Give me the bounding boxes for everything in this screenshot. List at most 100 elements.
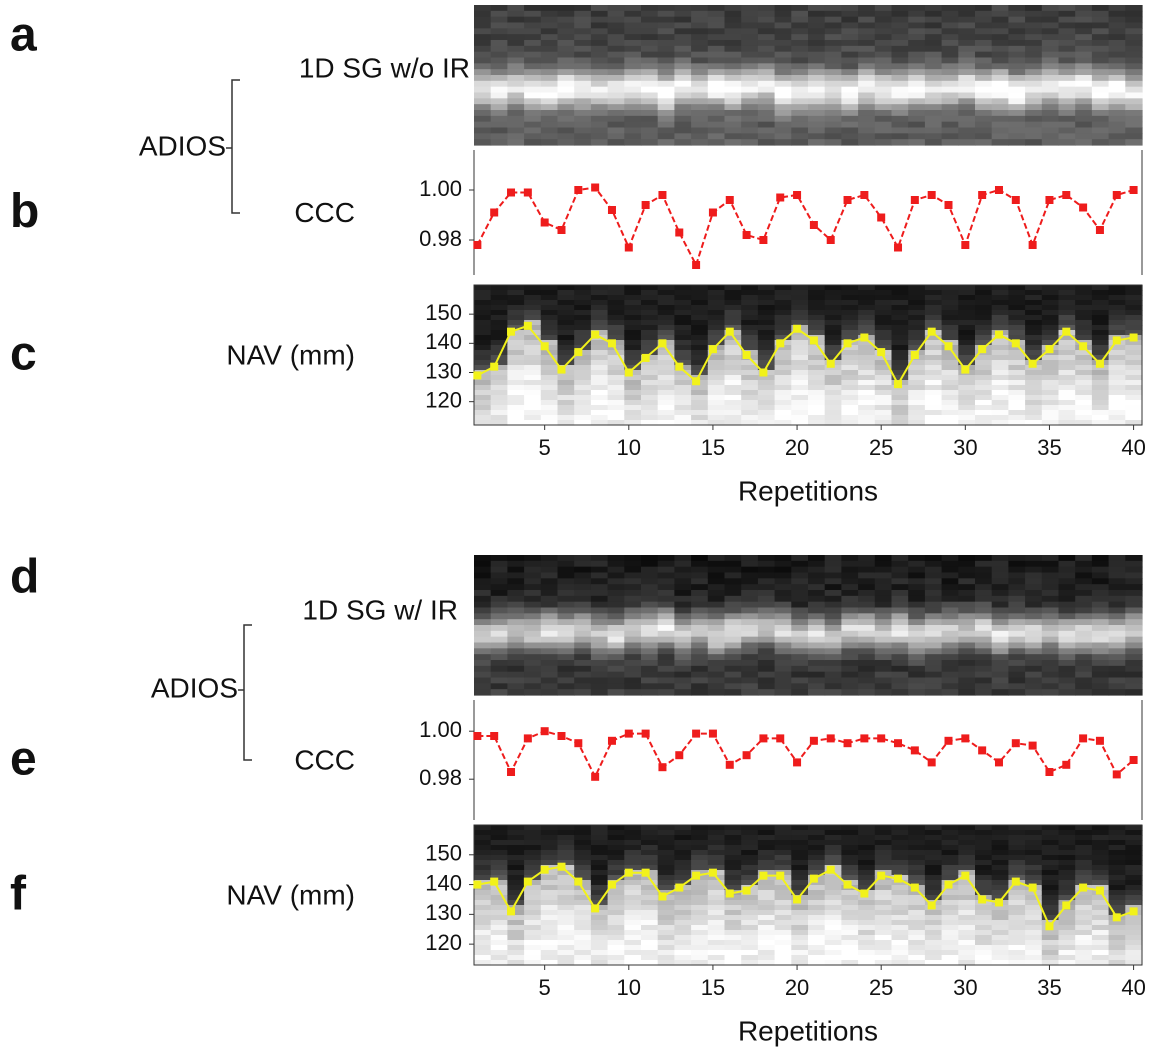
image-cell xyxy=(1025,940,1042,946)
image-cell xyxy=(875,955,892,961)
image-cell xyxy=(825,315,842,321)
image-cell xyxy=(558,840,575,846)
image-cell xyxy=(1092,375,1109,381)
image-cell xyxy=(524,608,541,614)
image-cell xyxy=(1109,672,1126,678)
image-cell xyxy=(875,855,892,861)
image-cell xyxy=(1125,578,1142,584)
image-cell xyxy=(958,410,975,416)
image-cell xyxy=(1125,320,1142,326)
image-cell xyxy=(775,584,792,590)
image-cell xyxy=(507,315,524,321)
x-axis-label: Repetitions xyxy=(738,475,878,506)
image-cell xyxy=(491,375,508,381)
image-cell xyxy=(691,660,708,666)
image-cell xyxy=(791,360,808,366)
marker xyxy=(709,345,717,353)
image-cell xyxy=(725,385,742,391)
image-cell xyxy=(958,87,975,93)
image-cell xyxy=(875,619,892,625)
marker xyxy=(1012,739,1020,747)
marker xyxy=(1130,907,1138,915)
image-cell xyxy=(808,128,825,134)
image-cell xyxy=(608,285,625,291)
marker xyxy=(490,732,498,740)
image-cell xyxy=(1092,69,1109,75)
image-cell xyxy=(791,11,808,17)
image-cell xyxy=(1059,678,1076,684)
image-cell xyxy=(574,845,591,851)
image-cell xyxy=(892,40,909,46)
image-cell xyxy=(841,935,858,941)
image-cell xyxy=(1025,11,1042,17)
image-cell xyxy=(958,17,975,23)
image-cell xyxy=(908,935,925,941)
image-cell xyxy=(674,290,691,296)
image-cell xyxy=(758,5,775,11)
image-cell xyxy=(1075,590,1092,596)
image-cell xyxy=(892,405,909,411)
image-cell xyxy=(875,139,892,145)
image-cell xyxy=(908,940,925,946)
image-cell xyxy=(741,133,758,139)
image-cell xyxy=(1008,850,1025,856)
image-cell xyxy=(1025,678,1042,684)
image-cell xyxy=(641,295,658,301)
image-cell xyxy=(608,93,625,99)
image-cell xyxy=(825,825,842,831)
image-cell xyxy=(608,300,625,306)
image-cell xyxy=(541,584,558,590)
image-cell xyxy=(491,643,508,649)
image-cell xyxy=(1092,905,1109,911)
marker xyxy=(625,730,633,738)
image-cell xyxy=(741,52,758,58)
image-cell xyxy=(558,825,575,831)
image-cell xyxy=(1075,325,1092,331)
image-cell xyxy=(808,860,825,866)
image-cell xyxy=(741,678,758,684)
image-cell xyxy=(791,380,808,386)
image-cell xyxy=(608,555,625,561)
image-cell xyxy=(541,683,558,689)
image-cell xyxy=(658,405,675,411)
image-cell xyxy=(524,613,541,619)
image-cell xyxy=(975,608,992,614)
image-cell xyxy=(574,52,591,58)
image-cell xyxy=(608,110,625,116)
image-cell xyxy=(908,855,925,861)
image-cell xyxy=(708,648,725,654)
image-cell xyxy=(791,915,808,921)
image-cell xyxy=(558,895,575,901)
image-cell xyxy=(674,608,691,614)
image-cell xyxy=(841,835,858,841)
image-cell xyxy=(658,98,675,104)
image-cell xyxy=(608,654,625,660)
image-cell xyxy=(725,835,742,841)
image-cell xyxy=(1125,40,1142,46)
image-cell xyxy=(825,58,842,64)
image-cell xyxy=(975,910,992,916)
image-cell xyxy=(758,910,775,916)
image-cell xyxy=(608,395,625,401)
image-cell xyxy=(574,955,591,961)
image-cell xyxy=(1042,385,1059,391)
image-cell xyxy=(1025,825,1042,831)
image-cell xyxy=(942,955,959,961)
image-cell xyxy=(624,410,641,416)
image-cell xyxy=(1008,23,1025,29)
image-cell xyxy=(958,940,975,946)
image-cell xyxy=(992,925,1009,931)
image-cell xyxy=(591,880,608,886)
image-cell xyxy=(624,52,641,58)
image-cell xyxy=(708,300,725,306)
image-cell xyxy=(474,415,491,421)
image-cell xyxy=(558,555,575,561)
image-cell xyxy=(558,290,575,296)
image-cell xyxy=(474,619,491,625)
image-cell xyxy=(608,320,625,326)
image-cell xyxy=(1075,122,1092,128)
image-cell xyxy=(1042,63,1059,69)
image-cell xyxy=(942,950,959,956)
image-cell xyxy=(875,385,892,391)
image-cell xyxy=(541,660,558,666)
